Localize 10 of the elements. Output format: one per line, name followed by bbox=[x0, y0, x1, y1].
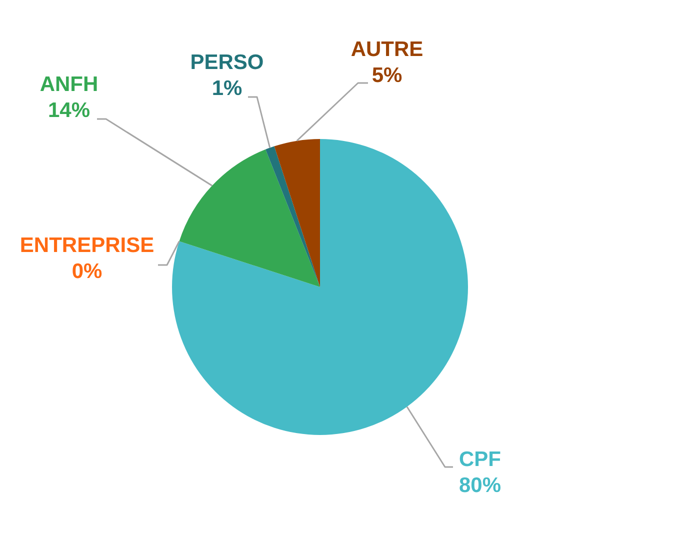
text: 0% bbox=[72, 260, 102, 283]
slice-label: CPF bbox=[459, 448, 502, 471]
slice-label: PERSO bbox=[190, 50, 264, 74]
data-label: 1% bbox=[212, 76, 242, 100]
slice-label: ANFH bbox=[40, 72, 98, 96]
slice-label: AUTRE bbox=[350, 38, 424, 61]
data-label: 5% bbox=[372, 64, 402, 87]
data-label: 80% bbox=[458, 474, 502, 497]
legend-label: ENTREPRISE bbox=[20, 234, 154, 257]
data-label: 14% bbox=[48, 98, 90, 122]
